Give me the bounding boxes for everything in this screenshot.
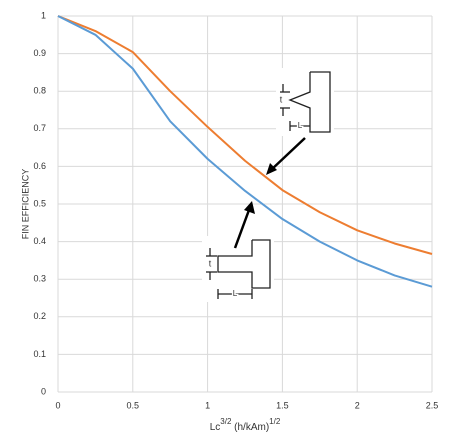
x-label-part: Lc [210, 422, 221, 433]
x-tick-label: 2 [355, 400, 360, 410]
arrow-head [244, 201, 255, 214]
y-tick-label: 0.5 [33, 198, 46, 208]
triangular-fin-icon: t L [276, 68, 334, 136]
x-label-sup: 1/2 [269, 417, 281, 426]
y-tick-label: 0.2 [33, 311, 46, 321]
y-tick-label: 0 [41, 386, 46, 396]
y-tick-label: 0.4 [33, 236, 46, 246]
annotation-t: t [280, 94, 283, 104]
arrow [233, 209, 251, 249]
grid: 0 0.1 0.2 0.3 0.4 0.5 0.6 0.7 0.8 0.9 1 0 0.5 1 1.5 2 2.… [33, 10, 438, 410]
y-tick-label: 0.9 [33, 48, 46, 58]
x-label-sup: 3/2 [220, 417, 232, 426]
x-tick-label: 1.5 [276, 400, 289, 410]
x-tick-label: 0.5 [127, 400, 140, 410]
arrow-head [266, 163, 277, 175]
annotation-t: t [209, 258, 212, 268]
y-tick-label: 0.8 [33, 86, 46, 96]
x-tick-label: 2.5 [426, 400, 439, 410]
y-axis-label: FIN EFFICIENCY [20, 169, 30, 240]
annotation-l: L [233, 289, 238, 298]
lines [57, 15, 433, 288]
x-tick-label: 1 [205, 400, 210, 410]
x-axis-label: Lc3/2 (h/kAm)1/2 [210, 417, 281, 433]
y-tick-label: 0.7 [33, 123, 46, 133]
y-tick-label: 0.3 [33, 274, 46, 284]
y-tick-label: 1 [41, 10, 46, 20]
x-tick-label: 0 [55, 400, 60, 410]
y-tick-label: 0.6 [33, 161, 46, 171]
series-line [57, 15, 433, 255]
y-tick-label: 0.1 [33, 349, 46, 359]
arrow [270, 137, 306, 171]
rectangular-fin-icon: t L [202, 236, 274, 302]
x-label-part: (h/kAm) [231, 422, 269, 433]
series-line [57, 15, 433, 288]
annotation-l: L [298, 121, 303, 130]
